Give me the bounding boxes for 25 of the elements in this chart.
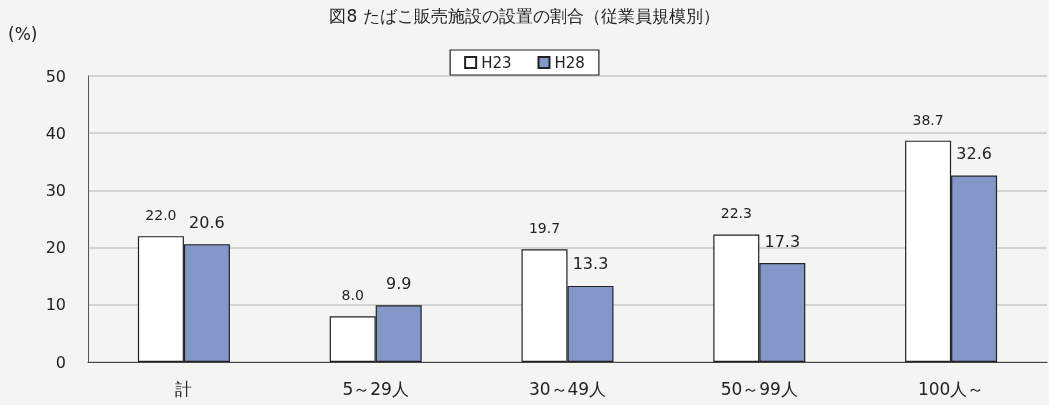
data-label: 22.3 <box>720 205 752 222</box>
data-label: 8.0 <box>341 287 364 304</box>
legend-label: H28 <box>554 53 585 72</box>
data-label: 20.6 <box>189 212 225 232</box>
data-label: 17.3 <box>764 231 801 251</box>
data-label: 19.7 <box>528 220 561 237</box>
data-label: 38.7 <box>912 111 944 128</box>
y-axis-title: (%) <box>8 23 38 44</box>
x-tick-label: 100人～ <box>917 378 985 399</box>
y-tick-label: 50 <box>45 66 66 86</box>
data-label: 32.6 <box>956 144 992 164</box>
chart-title: 図8 たばこ販売施設の設置の割合（従業員規模別） <box>329 5 720 26</box>
data-label: 9.9 <box>385 273 412 293</box>
y-tick-label: 20 <box>45 238 66 258</box>
y-tick-label: 10 <box>45 295 66 315</box>
data-label: 22.0 <box>145 207 177 224</box>
y-tick-label: 30 <box>45 180 66 200</box>
x-tick-label: 30～49人 <box>528 378 607 399</box>
legend-label: H23 <box>481 53 512 72</box>
data-label: 13.3 <box>572 254 609 274</box>
x-tick-label: 計 <box>175 378 193 399</box>
x-tick-label: 5～29人 <box>342 378 409 399</box>
y-tick-label: 40 <box>45 123 66 143</box>
y-tick-label: 0 <box>55 352 66 372</box>
x-tick-label: 50～99人 <box>720 378 798 399</box>
